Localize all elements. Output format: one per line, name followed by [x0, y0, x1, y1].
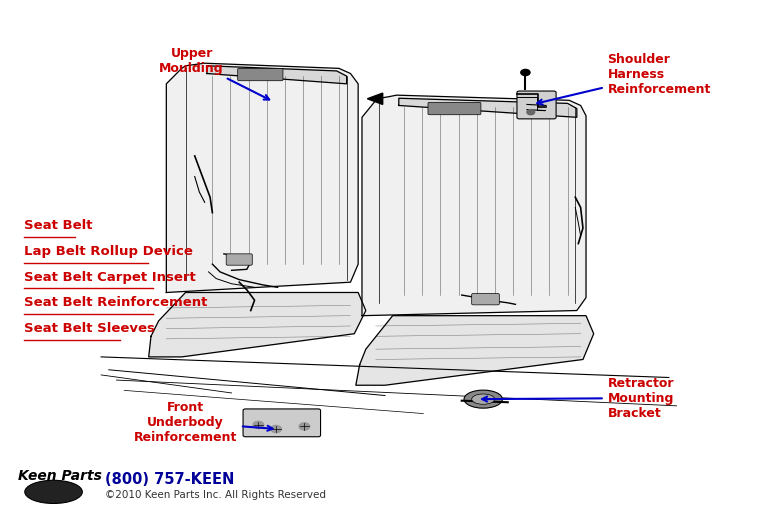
Circle shape: [253, 421, 264, 428]
Text: Seat Belt Carpet Insert: Seat Belt Carpet Insert: [25, 270, 196, 283]
Circle shape: [527, 110, 534, 115]
Ellipse shape: [472, 394, 494, 404]
Ellipse shape: [25, 480, 82, 503]
Text: Keen Parts: Keen Parts: [18, 469, 102, 483]
Polygon shape: [207, 66, 346, 84]
Text: ©2010 Keen Parts Inc. All Rights Reserved: ©2010 Keen Parts Inc. All Rights Reserve…: [105, 490, 326, 500]
Text: Retractor
Mounting
Bracket: Retractor Mounting Bracket: [482, 377, 674, 420]
Polygon shape: [149, 293, 366, 357]
Text: Seat Belt: Seat Belt: [25, 219, 93, 232]
Text: Shoulder
Harness
Reinforcement: Shoulder Harness Reinforcement: [537, 53, 711, 105]
FancyBboxPatch shape: [517, 91, 556, 119]
Polygon shape: [367, 93, 383, 105]
Text: Front
Underbody
Reinforcement: Front Underbody Reinforcement: [134, 401, 273, 444]
Text: Lap Belt Rollup Device: Lap Belt Rollup Device: [25, 245, 193, 258]
Polygon shape: [362, 95, 586, 315]
Polygon shape: [166, 63, 358, 293]
FancyBboxPatch shape: [472, 294, 499, 305]
Polygon shape: [356, 315, 594, 385]
Text: Upper
Moulding: Upper Moulding: [159, 47, 270, 99]
Text: Seat Belt Reinforcement: Seat Belt Reinforcement: [25, 296, 208, 309]
FancyBboxPatch shape: [243, 409, 320, 437]
FancyBboxPatch shape: [226, 254, 253, 265]
Circle shape: [299, 423, 310, 430]
FancyBboxPatch shape: [428, 103, 481, 115]
Ellipse shape: [464, 390, 502, 408]
Circle shape: [521, 69, 530, 76]
Text: (800) 757-KEEN: (800) 757-KEEN: [105, 472, 234, 487]
Circle shape: [271, 425, 281, 433]
Text: Seat Belt Sleeves: Seat Belt Sleeves: [25, 322, 156, 335]
Polygon shape: [399, 98, 577, 117]
FancyBboxPatch shape: [238, 68, 283, 81]
